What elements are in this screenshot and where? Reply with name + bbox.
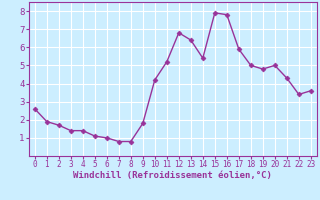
X-axis label: Windchill (Refroidissement éolien,°C): Windchill (Refroidissement éolien,°C): [73, 171, 272, 180]
